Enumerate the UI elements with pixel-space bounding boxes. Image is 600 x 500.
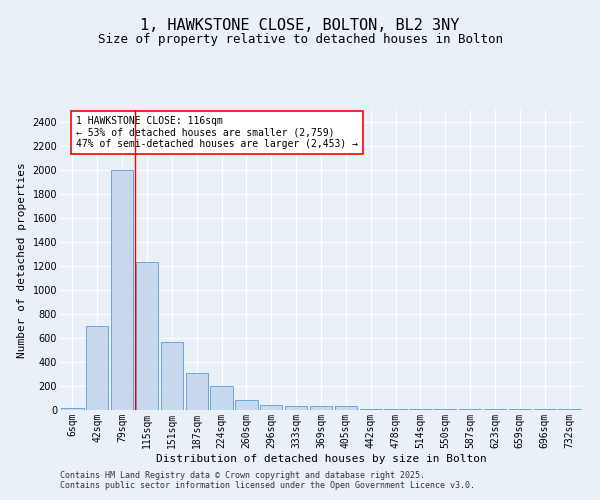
Bar bbox=[61, 408, 83, 410]
Bar bbox=[409, 409, 431, 410]
Bar bbox=[285, 406, 307, 410]
Bar bbox=[310, 406, 332, 410]
Bar bbox=[359, 409, 382, 410]
Bar bbox=[260, 405, 283, 410]
Y-axis label: Number of detached properties: Number of detached properties bbox=[17, 162, 27, 358]
Text: Contains HM Land Registry data © Crown copyright and database right 2025.
Contai: Contains HM Land Registry data © Crown c… bbox=[60, 470, 475, 490]
Bar bbox=[335, 406, 357, 410]
Bar bbox=[86, 326, 109, 410]
Bar bbox=[185, 374, 208, 410]
Bar bbox=[235, 400, 257, 410]
X-axis label: Distribution of detached houses by size in Bolton: Distribution of detached houses by size … bbox=[155, 454, 487, 464]
Text: 1, HAWKSTONE CLOSE, BOLTON, BL2 3NY: 1, HAWKSTONE CLOSE, BOLTON, BL2 3NY bbox=[140, 18, 460, 32]
Bar bbox=[161, 342, 183, 410]
Bar bbox=[136, 262, 158, 410]
Text: 1 HAWKSTONE CLOSE: 116sqm
← 53% of detached houses are smaller (2,759)
47% of se: 1 HAWKSTONE CLOSE: 116sqm ← 53% of detac… bbox=[76, 116, 358, 149]
Bar bbox=[385, 409, 407, 410]
Text: Size of property relative to detached houses in Bolton: Size of property relative to detached ho… bbox=[97, 32, 503, 46]
Bar bbox=[111, 170, 133, 410]
Bar bbox=[211, 386, 233, 410]
